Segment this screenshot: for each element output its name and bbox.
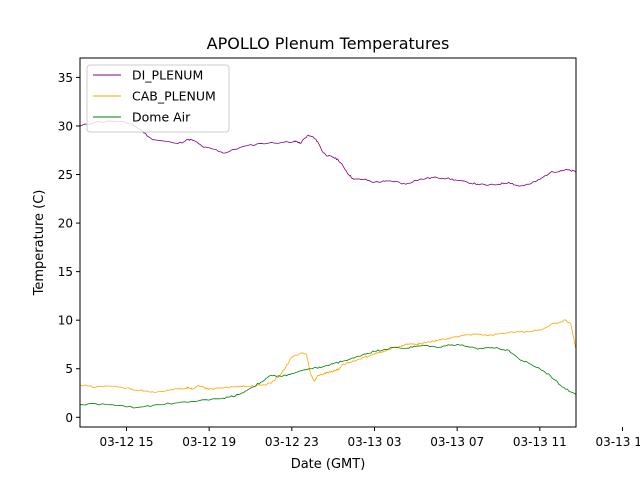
x-axis-label: Date (GMT) [291, 457, 366, 472]
y-tick-label: 25 [58, 168, 73, 182]
x-axis: 03-12 15 03-12 19 03-12 23 03-13 03 03-13 07… [100, 427, 640, 449]
legend-frame [86, 64, 230, 133]
x-tick-label: 03-12 15 [100, 435, 154, 449]
y-tick-label: 5 [65, 362, 73, 376]
x-tick-label: 03-13 11 [513, 435, 567, 449]
y-tick-label: 15 [58, 265, 73, 279]
legend-label: DI_PLENUM [132, 68, 203, 83]
legend-label: Dome Air [132, 110, 191, 125]
y-tick-label: 10 [58, 314, 73, 328]
x-tick-label: 03-13 07 [430, 435, 484, 449]
y-tick-label: 20 [58, 217, 73, 231]
y-axis-label: Temperature (C) [32, 190, 47, 297]
series-layer [80, 120, 576, 409]
y-axis: 0 5 10 15 20 25 30 35 [58, 71, 80, 425]
legend-label: CAB_PLENUM [132, 89, 216, 104]
series-line-di-plenum [80, 120, 576, 187]
y-tick-label: 0 [65, 411, 73, 425]
series-line-dome-air [80, 344, 576, 409]
y-tick-label: 30 [58, 119, 73, 133]
x-tick-label: 03-13 03 [348, 435, 402, 449]
chart-title: APOLLO Plenum Temperatures [207, 34, 450, 53]
x-tick-label: 03-12 19 [182, 435, 236, 449]
x-tick-label: 03-12 23 [265, 435, 319, 449]
y-tick-label: 35 [58, 71, 73, 85]
legend: DI_PLENUM CAB_PLENUM Dome Air [86, 64, 230, 133]
plot-frame [79, 57, 577, 428]
series-line-cab-plenum [80, 319, 576, 393]
x-tick-label: 03-13 15 [596, 435, 640, 449]
